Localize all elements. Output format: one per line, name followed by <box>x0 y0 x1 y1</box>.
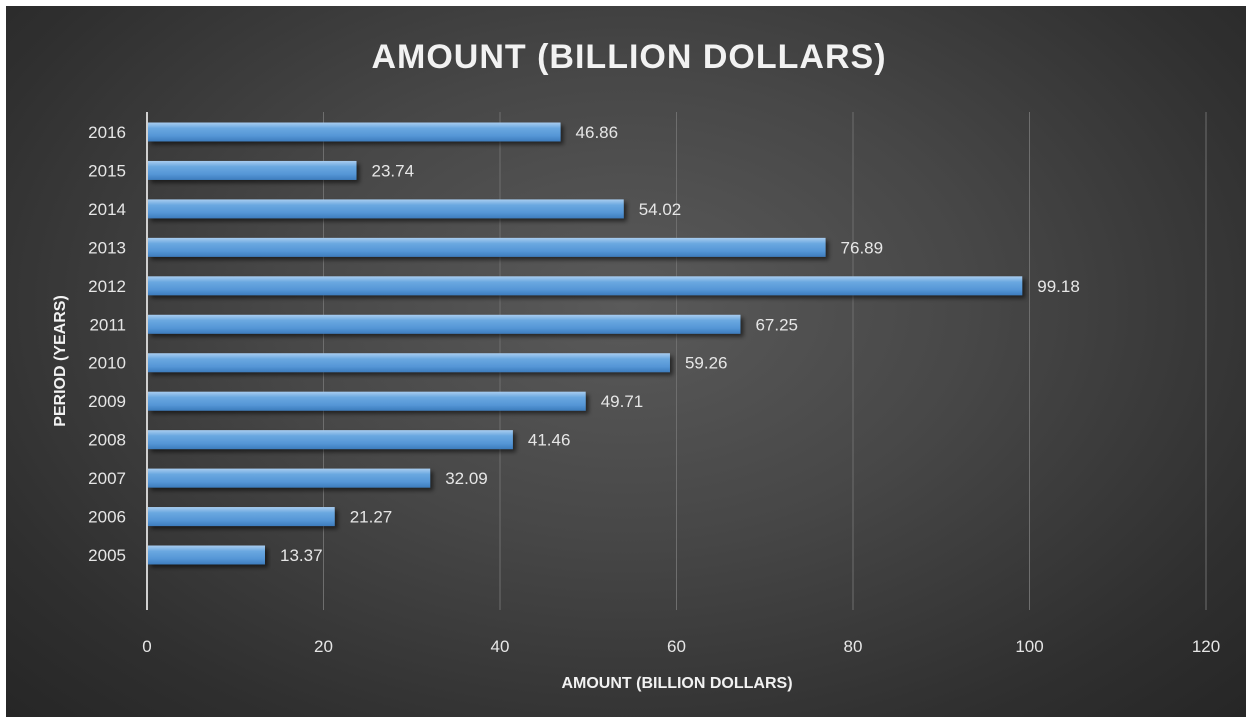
y-tick-label: 2016 <box>88 123 126 142</box>
data-label: 67.25 <box>755 315 798 334</box>
x-tick-label: 120 <box>1192 637 1220 656</box>
x-axis-ticks: 0 20 40 60 80 100 120 <box>142 637 1220 656</box>
data-label: 13.37 <box>280 546 323 565</box>
data-label: 23.74 <box>372 161 415 180</box>
bar-2014 <box>148 199 624 219</box>
y-tick-label: 2006 <box>88 508 126 527</box>
bar-2005 <box>148 545 265 565</box>
y-tick-label: 2013 <box>88 238 126 257</box>
y-axis-title: PERIOD (YEARS) <box>52 295 69 427</box>
bar-2007 <box>148 468 431 488</box>
data-labels: 13.37 21.27 32.09 41.46 49.71 59.26 67.25 99.18… <box>280 123 1080 565</box>
y-tick-label: 2007 <box>88 469 126 488</box>
y-tick-label: 2009 <box>88 392 126 411</box>
data-label: 59.26 <box>685 354 728 373</box>
data-label: 32.09 <box>445 469 488 488</box>
bar-2013 <box>148 237 826 257</box>
bar-2016 <box>148 122 561 142</box>
y-tick-label: 2010 <box>88 354 126 373</box>
y-tick-label: 2008 <box>88 431 126 450</box>
y-tick-label: 2014 <box>88 200 126 219</box>
data-label: 41.46 <box>528 431 571 450</box>
data-label: 76.89 <box>841 238 884 257</box>
bar-2015 <box>148 160 357 180</box>
data-label: 21.27 <box>350 508 393 527</box>
chart-title: AMOUNT (BILLION DOLLARS) <box>371 38 886 76</box>
bar-2012 <box>148 276 1023 296</box>
y-tick-label: 2011 <box>89 315 126 334</box>
bar-2010 <box>148 353 670 373</box>
x-tick-label: 100 <box>1015 637 1043 656</box>
y-tick-label: 2015 <box>88 161 126 180</box>
bar-2011 <box>148 314 741 334</box>
data-label: 99.18 <box>1037 277 1080 296</box>
data-label: 54.02 <box>639 200 682 219</box>
x-tick-label: 20 <box>314 637 333 656</box>
y-tick-label: 2012 <box>88 277 126 296</box>
x-axis-title: AMOUNT (BILLION DOLLARS) <box>561 675 792 692</box>
y-tick-label: 2005 <box>88 546 126 565</box>
x-tick-label: 40 <box>491 637 510 656</box>
bar-2008 <box>148 430 513 450</box>
bar-2009 <box>148 391 586 411</box>
x-tick-label: 80 <box>844 637 863 656</box>
x-tick-label: 60 <box>667 637 686 656</box>
bars <box>148 122 1023 565</box>
x-tick-label: 0 <box>142 637 151 656</box>
bar-2006 <box>148 507 335 527</box>
y-axis-ticks: 2005 2006 2007 2008 2009 2010 2011 2012 2013 2014… <box>88 123 126 565</box>
data-label: 46.86 <box>576 123 619 142</box>
data-label: 49.71 <box>601 392 644 411</box>
